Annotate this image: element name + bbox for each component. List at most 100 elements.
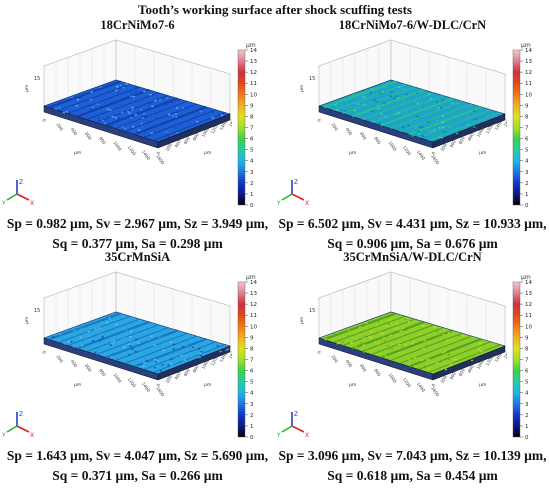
scale-tick-label: 7 bbox=[250, 126, 254, 132]
y-tick-label: 1600 bbox=[228, 115, 232, 127]
y-unit-label: µm bbox=[204, 383, 211, 388]
scale-tick-label: 0 bbox=[525, 435, 529, 441]
scale-tick-label: 12 bbox=[250, 70, 257, 76]
y-tick-label: 800 bbox=[467, 132, 475, 142]
y-tick-label: 400 bbox=[449, 139, 457, 149]
stats-line-1: Sp = 0.982 µm, Sv = 2.967 µm, Sz = 3.949… bbox=[6, 216, 269, 231]
panel-1: 18CrNiMo7-6 0 200 400 600 800 1000 1200 1400 1600… bbox=[0, 18, 275, 258]
x-tick-label: 200 bbox=[330, 354, 339, 364]
svg-text:X: X bbox=[305, 432, 309, 438]
y-tick-label: 400 bbox=[174, 139, 182, 149]
x-tick-label: 1400 bbox=[416, 149, 426, 161]
panel-title: 35CrMnSiA/W-DLC/CrN bbox=[343, 250, 482, 264]
svg-text:Y: Y bbox=[2, 200, 6, 206]
x-tick-label: 600 bbox=[359, 363, 368, 373]
svg-text:µm: µm bbox=[246, 274, 256, 281]
x-tick-label: 1000 bbox=[387, 372, 397, 384]
x-tick-label: 800 bbox=[373, 136, 382, 146]
x-tick-label: 1000 bbox=[112, 140, 122, 152]
scale-tick-label: 8 bbox=[250, 114, 254, 120]
z-tick-label: 15 bbox=[34, 308, 40, 314]
panel-4: 35CrMnSiA/W-DLC/CrN 0 200 400 600 800 1000 1200… bbox=[275, 250, 550, 490]
y-unit-label: µm bbox=[479, 151, 486, 156]
scale-tick-label: 9 bbox=[250, 335, 254, 341]
y-tick-label: 600 bbox=[183, 367, 191, 377]
scale-tick-label: 5 bbox=[250, 148, 254, 154]
svg-text:X: X bbox=[305, 200, 309, 206]
scale-tick-label: 1 bbox=[525, 424, 529, 430]
panel-2: 18CrNiMo7-6/W-DLC/CrN 0 200 400 600 800 1000 12… bbox=[275, 18, 550, 258]
y-tick-label: 800 bbox=[192, 132, 200, 142]
x-tick-label: 1600 bbox=[430, 154, 440, 166]
svg-text:µm: µm bbox=[246, 42, 256, 49]
y-tick-label: 800 bbox=[192, 364, 200, 374]
scale-tick-label: 7 bbox=[525, 126, 529, 132]
roughness-stats: Sp = 3.096 µm, Sv = 7.043 µm, Sz = 10.13… bbox=[275, 446, 550, 486]
svg-text:Y: Y bbox=[277, 432, 281, 438]
x-tick-label: 200 bbox=[55, 122, 64, 132]
y-tick-label: 1200 bbox=[485, 354, 495, 366]
scale-tick-label: 10 bbox=[250, 324, 257, 330]
x-unit-label: µm bbox=[74, 383, 81, 388]
x-tick-label: 1200 bbox=[127, 377, 137, 389]
stats-line-1: Sp = 3.096 µm, Sv = 7.043 µm, Sz = 10.13… bbox=[278, 448, 547, 463]
scale-tick-label: 13 bbox=[525, 59, 532, 65]
x-tick-label: 800 bbox=[98, 368, 107, 378]
y-unit-label: µm bbox=[204, 151, 211, 156]
y-tick-label: 1600 bbox=[503, 115, 507, 127]
panel-title: 18CrNiMo7-6/W-DLC/CrN bbox=[338, 18, 487, 32]
x-tick-label: 1400 bbox=[141, 149, 151, 161]
roughness-stats: Sp = 1.643 µm, Sv = 4.047 µm, Sz = 5.690… bbox=[0, 446, 275, 486]
scale-tick-label: 0 bbox=[250, 203, 254, 209]
y-tick-label: 1400 bbox=[219, 119, 229, 131]
z-unit-label: µm bbox=[25, 85, 30, 92]
y-tick-label: 600 bbox=[183, 135, 191, 145]
x-tick-label: 800 bbox=[373, 368, 382, 378]
x-tick-label: 0 bbox=[316, 350, 322, 355]
x-tick-label: 0 bbox=[316, 118, 322, 123]
scale-tick-label: 3 bbox=[525, 402, 529, 408]
stats-line-2: Sq = 0.371 µm, Sa = 0.266 µm bbox=[52, 468, 223, 483]
scale-tick-label: 1 bbox=[250, 424, 254, 430]
x-tick-label: 1200 bbox=[402, 145, 412, 157]
z-tick-label: 15 bbox=[309, 308, 315, 314]
y-tick-label: 800 bbox=[467, 364, 475, 374]
scale-tick-label: 14 bbox=[525, 48, 532, 54]
y-tick-label: 0 bbox=[156, 382, 162, 387]
svg-text:µm: µm bbox=[521, 42, 531, 49]
x-tick-label: 1600 bbox=[155, 154, 165, 166]
scale-tick-label: 12 bbox=[250, 302, 257, 308]
z-tick-label: 15 bbox=[309, 76, 315, 82]
scale-tick-label: 2 bbox=[525, 181, 529, 187]
y-tick-label: 1400 bbox=[494, 351, 504, 363]
y-tick-label: 600 bbox=[458, 135, 466, 145]
stats-line-2: Sq = 0.377 µm, Sa = 0.298 µm bbox=[52, 236, 223, 251]
orientation-axes-icon: Z X Y bbox=[2, 179, 34, 206]
scale-tick-label: 12 bbox=[525, 70, 532, 76]
panel-3: 35CrMnSiA 0 200 400 600 800 1000 1200 1400 1600 0 2… bbox=[0, 250, 275, 490]
scale-tick-label: 13 bbox=[525, 291, 532, 297]
panel-title: 18CrNiMo7-6 bbox=[100, 18, 175, 32]
scale-tick-label: 14 bbox=[250, 280, 257, 286]
y-tick-label: 200 bbox=[165, 374, 173, 384]
y-tick-label: 0 bbox=[431, 382, 437, 387]
scale-tick-label: 2 bbox=[250, 413, 254, 419]
y-unit-label: µm bbox=[479, 383, 486, 388]
scale-tick-label: 7 bbox=[250, 358, 254, 364]
scale-tick-label: 8 bbox=[250, 346, 254, 352]
stats-line-2: Sq = 0.618 µm, Sa = 0.454 µm bbox=[327, 468, 498, 483]
orientation-axes-icon: Z X Y bbox=[277, 179, 309, 206]
scale-tick-label: 13 bbox=[250, 291, 257, 297]
x-tick-label: 1000 bbox=[387, 140, 397, 152]
scale-tick-label: 0 bbox=[525, 203, 529, 209]
svg-text:Z: Z bbox=[19, 179, 23, 186]
x-tick-label: 1600 bbox=[155, 386, 165, 398]
orientation-axes-icon: Z X Y bbox=[2, 411, 34, 438]
y-tick-label: 1600 bbox=[503, 347, 507, 359]
scale-tick-label: 4 bbox=[250, 391, 254, 397]
figure-title: Tooth’s working surface after shock scuf… bbox=[138, 2, 412, 17]
